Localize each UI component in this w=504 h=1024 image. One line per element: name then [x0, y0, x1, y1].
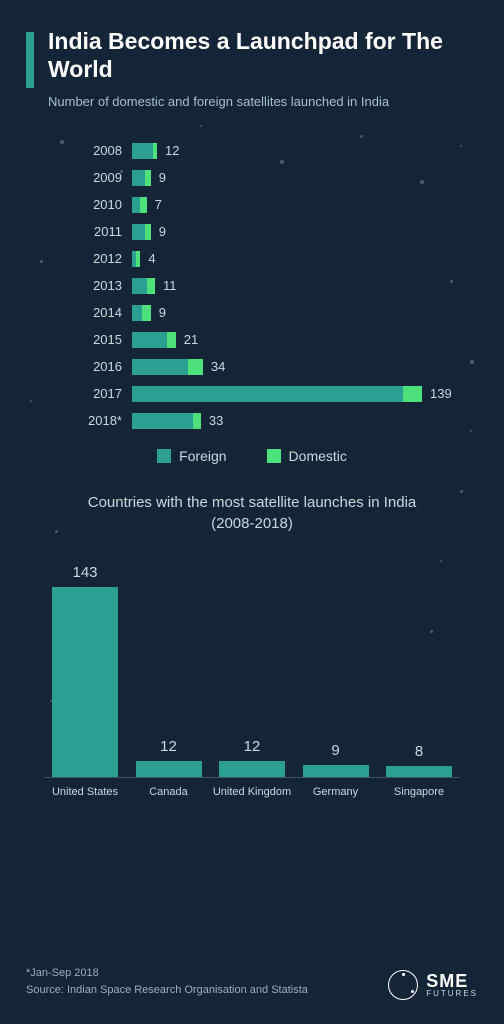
year-label: 2009 — [82, 170, 132, 185]
country-value: 9 — [331, 742, 339, 759]
bar-row: 2015 21 — [82, 326, 478, 353]
country-value: 12 — [160, 738, 177, 755]
bar-value: 4 — [148, 251, 155, 266]
legend-label: Foreign — [179, 448, 226, 464]
countries-title: Countries with the most satellite launch… — [26, 492, 478, 534]
swatch-icon — [267, 449, 281, 463]
bar-segment-domestic — [145, 224, 151, 240]
year-label: 2012 — [82, 251, 132, 266]
year-label: 2011 — [82, 224, 132, 239]
bar-segment-foreign — [132, 224, 145, 240]
bar-value: 33 — [209, 413, 223, 428]
country-label: Singapore — [378, 786, 460, 798]
country-bar-group: 12 — [128, 738, 210, 777]
country-label: Germany — [295, 786, 377, 798]
logo-ring-icon — [388, 970, 418, 1000]
country-bar-group: 12 — [211, 738, 293, 777]
bar-segment-domestic — [145, 170, 151, 186]
year-label: 2008 — [82, 143, 132, 158]
bar-segment-domestic — [167, 332, 175, 348]
bar-value: 21 — [184, 332, 198, 347]
bar-segment-domestic — [147, 278, 155, 294]
country-value: 143 — [72, 564, 97, 581]
bar-segment-foreign — [132, 305, 142, 321]
countries-labels: United StatesCanadaUnited KingdomGermany… — [44, 786, 460, 798]
bar-row: 2008 12 — [82, 137, 478, 164]
country-bar-group: 8 — [378, 743, 460, 777]
country-bar-group: 9 — [295, 742, 377, 777]
year-label: 2015 — [82, 332, 132, 347]
subtitle: Number of domestic and foreign satellite… — [48, 94, 478, 109]
bar-segment-domestic — [142, 305, 150, 321]
bar-value: 34 — [211, 359, 225, 374]
bar-segment-foreign — [132, 386, 403, 402]
bar-row: 2009 9 — [82, 164, 478, 191]
bar-segment-foreign — [132, 359, 188, 375]
page-title: India Becomes a Launchpad for The World — [48, 28, 478, 83]
bar-value: 9 — [159, 224, 166, 239]
country-label: Canada — [128, 786, 210, 798]
bar-value: 12 — [165, 143, 179, 158]
bar-segment-domestic — [403, 386, 422, 402]
year-label: 2016 — [82, 359, 132, 374]
bar-segment-foreign — [132, 278, 147, 294]
bar-segment-foreign — [132, 413, 193, 429]
year-label: 2018* — [82, 413, 132, 428]
header: India Becomes a Launchpad for The World — [26, 28, 478, 88]
footer: *Jan-Sep 2018 Source: Indian Space Resea… — [26, 965, 478, 1000]
bar-row: 2018* 33 — [82, 407, 478, 434]
legend-foreign: Foreign — [157, 448, 226, 464]
yearly-bar-chart: 2008122009920107201192012420131120149201… — [82, 137, 478, 434]
bar-value: 139 — [430, 386, 452, 401]
countries-bar-chart: 143 12 12 9 8 — [44, 558, 460, 778]
bar-segment-foreign — [132, 170, 145, 186]
bar-segment-domestic — [188, 359, 203, 375]
bar-segment-domestic — [136, 251, 140, 267]
brand-logo: SME FUTURES — [388, 970, 478, 1000]
bar-value: 9 — [159, 305, 166, 320]
bar-value: 7 — [155, 197, 162, 212]
country-bar — [386, 766, 452, 777]
legend-label: Domestic — [289, 448, 347, 464]
country-label: United Kingdom — [211, 786, 293, 798]
bar-segment-foreign — [132, 197, 140, 213]
legend-domestic: Domestic — [267, 448, 347, 464]
legend: Foreign Domestic — [26, 448, 478, 464]
bar-value: 11 — [163, 278, 177, 293]
bar-segment-domestic — [153, 143, 157, 159]
country-label: United States — [44, 786, 126, 798]
bar-row: 2017 139 — [82, 380, 478, 407]
logo-name: SME — [426, 972, 478, 990]
bar-row: 2014 9 — [82, 299, 478, 326]
bar-row: 2010 7 — [82, 191, 478, 218]
bar-segment-domestic — [140, 197, 146, 213]
country-bar — [219, 761, 285, 777]
year-label: 2017 — [82, 386, 132, 401]
country-bar — [136, 761, 202, 777]
year-label: 2013 — [82, 278, 132, 293]
bar-value: 9 — [159, 170, 166, 185]
footnote: *Jan-Sep 2018 Source: Indian Space Resea… — [26, 965, 308, 1000]
bar-segment-foreign — [132, 332, 167, 348]
country-value: 8 — [415, 743, 423, 760]
year-label: 2010 — [82, 197, 132, 212]
bar-segment-domestic — [193, 413, 201, 429]
accent-bar — [26, 32, 34, 88]
country-bar — [52, 587, 118, 777]
country-bar — [303, 765, 369, 777]
swatch-icon — [157, 449, 171, 463]
bar-row: 2012 4 — [82, 245, 478, 272]
bar-row: 2016 34 — [82, 353, 478, 380]
bar-row: 2013 11 — [82, 272, 478, 299]
bar-segment-foreign — [132, 143, 153, 159]
country-bar-group: 143 — [44, 564, 126, 777]
country-value: 12 — [244, 738, 261, 755]
year-label: 2014 — [82, 305, 132, 320]
logo-tagline: FUTURES — [426, 990, 478, 998]
bar-row: 2011 9 — [82, 218, 478, 245]
